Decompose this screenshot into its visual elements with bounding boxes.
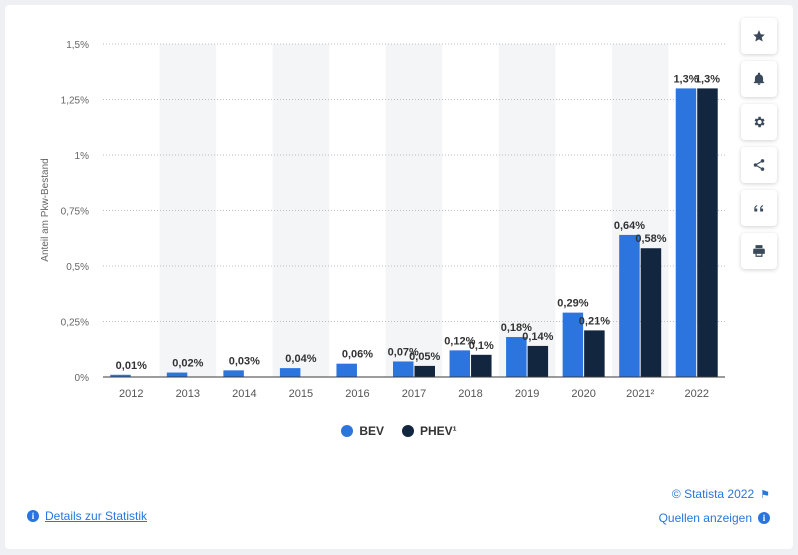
data-label: 0,01% <box>116 360 147 372</box>
x-tick-label: 2022 <box>684 388 708 400</box>
data-label: 0,58% <box>635 233 666 245</box>
sources-link[interactable]: Quellen anzeigen i <box>659 511 770 525</box>
flag-icon: ⚑ <box>760 488 770 501</box>
share-icon <box>753 159 765 171</box>
favorite-button[interactable] <box>741 18 777 54</box>
data-label: 0,06% <box>342 349 373 361</box>
info-icon: i <box>758 512 770 524</box>
gear-icon <box>754 116 765 128</box>
bar-phev[interactable] <box>697 88 718 378</box>
quote-icon <box>754 205 764 212</box>
print-icon <box>753 245 765 257</box>
data-label: 0,64% <box>614 220 645 232</box>
bar-bev[interactable] <box>393 361 414 377</box>
legend-swatch-bev <box>341 425 354 437</box>
category-band <box>385 44 443 377</box>
x-tick-label: 2019 <box>515 388 539 400</box>
legend-item-phev[interactable]: PHEV¹ <box>402 424 457 438</box>
category-band <box>272 44 330 377</box>
x-tick-label: 2012 <box>119 388 143 400</box>
y-tick-label: 1,5% <box>66 40 89 51</box>
bar-phev[interactable] <box>640 248 662 377</box>
bar-bev[interactable] <box>506 337 527 377</box>
data-label: 0,12% <box>444 335 475 347</box>
bar-bev[interactable] <box>562 312 584 377</box>
y-tick-label: 0% <box>75 373 90 384</box>
bar-phev[interactable] <box>527 345 549 377</box>
bell-icon <box>753 72 765 85</box>
y-tick-label: 1% <box>75 151 90 162</box>
bar-bev[interactable] <box>619 234 640 377</box>
legend-label-phev: PHEV¹ <box>420 424 457 438</box>
copyright-label: © Statista 2022 <box>671 487 755 501</box>
legend-item-bev[interactable]: BEV <box>341 424 384 438</box>
data-label: 0,14% <box>522 331 553 343</box>
data-label: 0,05% <box>409 351 440 363</box>
bar-phev[interactable] <box>471 354 492 377</box>
bar-bev[interactable] <box>675 88 697 378</box>
y-tick-label: 0,75% <box>61 207 89 218</box>
bar-bev[interactable] <box>449 350 471 377</box>
y-tick-label: 0,25% <box>61 318 89 329</box>
y-tick-label: 1,25% <box>61 96 89 107</box>
x-tick-label: 2021² <box>626 388 654 400</box>
x-tick-label: 2018 <box>458 388 482 400</box>
data-label: 0,21% <box>579 315 610 327</box>
legend-swatch-phev <box>402 425 414 437</box>
bar-bev[interactable] <box>166 372 188 377</box>
x-tick-label: 2015 <box>289 388 313 400</box>
bar-phev[interactable] <box>584 330 605 377</box>
data-label: 0,02% <box>172 358 203 370</box>
data-label: 0,04% <box>285 353 316 365</box>
x-tick-label: 2014 <box>232 388 256 400</box>
data-label: 1,3% <box>673 73 698 85</box>
x-tick-label: 2013 <box>176 388 200 400</box>
copyright-link[interactable]: © Statista 2022 ⚑ <box>672 487 770 501</box>
chart-legend: BEV PHEV¹ <box>0 424 798 438</box>
sources-label: Quellen anzeigen <box>658 511 752 525</box>
print-button[interactable] <box>741 233 777 269</box>
y-tick-label: 0,5% <box>66 262 89 273</box>
bar-bev[interactable] <box>110 374 131 377</box>
data-label: 0,07% <box>388 346 419 358</box>
x-tick-label: 2020 <box>571 388 595 400</box>
star-icon <box>753 30 765 42</box>
bar-bev[interactable] <box>336 363 357 377</box>
sidebar-toolbar <box>741 18 777 276</box>
bar-phev[interactable] <box>414 365 436 377</box>
data-label: 0,29% <box>557 298 588 310</box>
cite-button[interactable] <box>741 190 777 226</box>
bar-bev[interactable] <box>223 370 244 377</box>
details-link[interactable]: i Details zur Statistik <box>27 509 147 523</box>
data-label: 1,3% <box>695 73 720 85</box>
data-label: 0,1% <box>469 340 494 352</box>
data-label: 0,03% <box>229 355 260 367</box>
notification-button[interactable] <box>741 61 777 97</box>
settings-button[interactable] <box>741 104 777 140</box>
share-button[interactable] <box>741 147 777 183</box>
y-axis-label: Anteil am Pkw-Bestand <box>40 158 51 261</box>
legend-label-bev: BEV <box>359 424 384 438</box>
info-icon: i <box>27 510 39 522</box>
x-tick-label: 2017 <box>402 388 426 400</box>
x-tick-label: 2016 <box>345 388 369 400</box>
details-label: Details zur Statistik <box>45 509 148 523</box>
data-label: 0,18% <box>501 322 532 334</box>
bar-bev[interactable] <box>279 368 301 377</box>
